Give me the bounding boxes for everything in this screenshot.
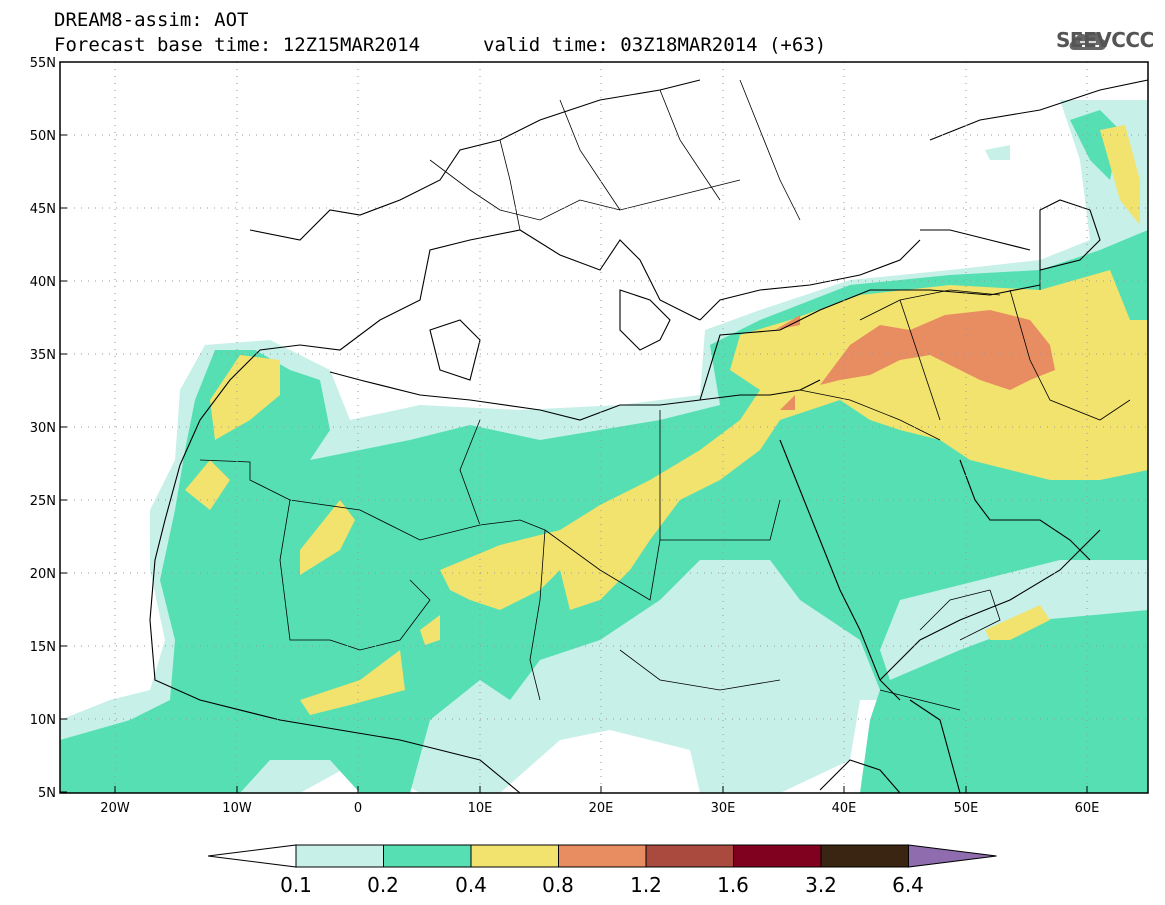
colorbar [207, 844, 997, 868]
lat-label: 40N [30, 275, 56, 290]
lon-label: 60E [1075, 801, 1100, 816]
colorbar-label: 1.2 [630, 873, 662, 897]
lat-label: 30N [30, 421, 56, 436]
lat-label: 20N [30, 567, 56, 582]
lon-label: 20E [589, 801, 614, 816]
colorbar-min-arrow [207, 844, 297, 868]
colorbar-segment [733, 844, 822, 868]
colorbar-segment [383, 844, 472, 868]
colorbar-label: 0.8 [542, 873, 574, 897]
lon-label: 50E [954, 801, 979, 816]
colorbar-label: 3.2 [805, 873, 837, 897]
colorbar-segment [470, 844, 559, 868]
map-title: DREAM8-assim: AOT [54, 9, 249, 31]
colorbar-max-arrow [908, 844, 997, 868]
valid-time: valid time: 03Z18MAR2014 (+63) [483, 34, 827, 56]
logo-text: SEEVCCC [1056, 28, 1154, 52]
graticule [60, 62, 1148, 793]
lat-label: 10N [30, 713, 56, 728]
colorbar-label: 0.2 [367, 873, 399, 897]
colorbar-segment [820, 844, 909, 868]
lat-label: 5N [38, 786, 56, 801]
lat-label: 50N [30, 129, 56, 144]
lon-label: 10W [222, 801, 252, 816]
latitude-labels: 55N 50N 45N 40N 35N 30N 25N 20N 15N 10N … [30, 56, 56, 801]
lat-label: 55N [30, 56, 56, 71]
colorbar-segment [558, 844, 647, 868]
colorbar-label: 0.4 [455, 873, 487, 897]
colorbar-segment [645, 844, 734, 868]
lat-label: 15N [30, 640, 56, 655]
lon-label: 30E [711, 801, 736, 816]
borders [199, 79, 1131, 711]
longitude-labels: 20W 10W 0 10E 20E 30E 40E 50E 60E [100, 801, 1099, 816]
colorbar-label: 6.4 [892, 873, 924, 897]
tick-marks [60, 61, 1088, 793]
colorbar-segment [295, 844, 384, 868]
lon-label: 10E [468, 801, 493, 816]
colorbar-labels: 0.1 0.2 0.4 0.8 1.2 1.6 3.2 6.4 [280, 873, 924, 897]
lon-label: 40E [832, 801, 857, 816]
colorbar-label: 0.1 [280, 873, 312, 897]
lon-label: 0 [354, 801, 362, 816]
lat-label: 25N [30, 494, 56, 509]
lat-label: 45N [30, 202, 56, 217]
lat-label: 35N [30, 348, 56, 363]
forecast-base-time: Forecast base time: 12Z15MAR2014 [54, 34, 421, 56]
aot-field [60, 100, 1148, 793]
colorbar-label: 1.6 [717, 873, 749, 897]
aot-contour-0-8 [820, 310, 1055, 390]
lon-label: 20W [100, 801, 130, 816]
cloud-icon [1069, 32, 1107, 50]
